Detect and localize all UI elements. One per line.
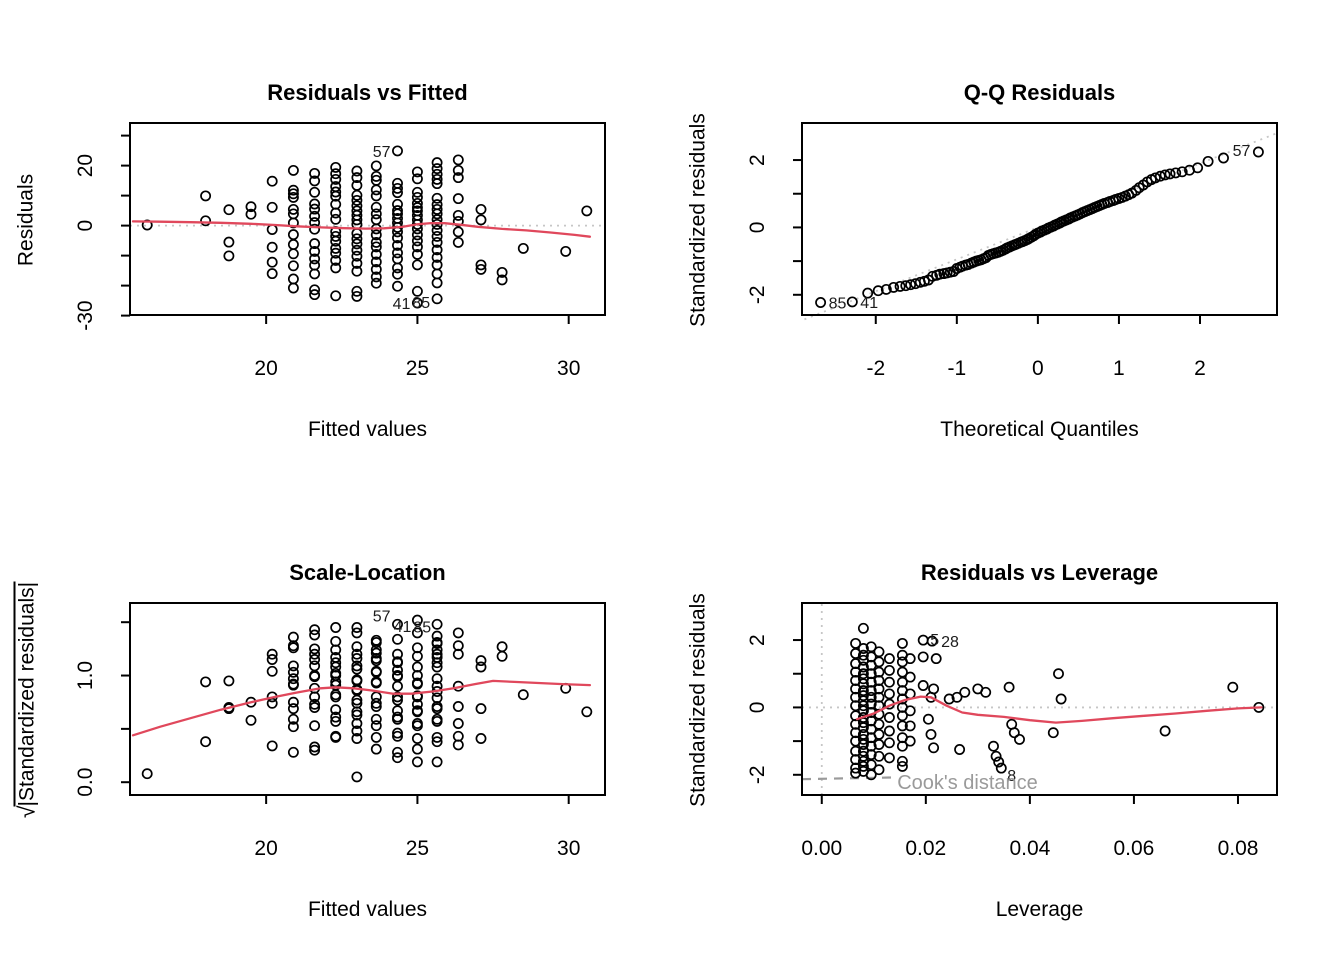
svg-text:8: 8	[1007, 768, 1016, 785]
point-labels: 5 28 8	[930, 632, 1016, 785]
axes	[121, 134, 570, 324]
svg-text:20: 20	[254, 357, 277, 380]
svg-text:-1: -1	[947, 357, 966, 380]
axes	[121, 621, 570, 804]
svg-text:85: 85	[413, 619, 431, 636]
x-axis-label-fitted-values: Fitted values	[307, 418, 428, 441]
panel-title-residuals-vs-leverage: Residuals vs Leverage	[920, 560, 1159, 585]
svg-text:41: 41	[393, 296, 411, 313]
svg-text:0: 0	[74, 220, 97, 232]
point-labels: 85 41 57	[829, 143, 1251, 313]
svg-text:0: 0	[746, 222, 769, 234]
tick-labels: -2 -1 0 1 2 -2 0 2	[746, 154, 1206, 380]
plot-frame	[801, 602, 1278, 796]
scatter-points	[850, 622, 1265, 781]
y-axis-label-sqrt-standardized-residuals: √ |Standardized residuals|	[13, 581, 40, 819]
svg-text:1.0: 1.0	[74, 661, 97, 690]
svg-text:57: 57	[1233, 143, 1251, 160]
plot-frame	[801, 122, 1278, 316]
svg-text:-2: -2	[746, 285, 769, 304]
svg-text:20: 20	[74, 154, 97, 177]
panel-title-residuals-vs-fitted: Residuals vs Fitted	[267, 80, 468, 105]
svg-text:1: 1	[1113, 357, 1125, 380]
residuals-vs-fitted-plot-area: 57 41 85 20 25 30 -30 0 20	[74, 122, 606, 380]
panel-residuals-vs-leverage: 5 28 8 Cook's distance 0.00 0.02 0.04 0.06 0.08 -…	[672, 480, 1344, 960]
panel-residuals-vs-fitted: 57 41 85 20 25 30 -30 0 20 Residuals vs Fitted F…	[0, 0, 672, 480]
svg-text:85: 85	[412, 295, 430, 312]
panel-title-scale-location: Scale-Location	[289, 560, 446, 585]
tick-labels: 20 25 30 0.0 1.0	[74, 661, 580, 860]
x-axis-label-leverage: Leverage	[995, 898, 1084, 921]
svg-text:2: 2	[746, 154, 769, 166]
x-axis-label-theoretical-quantiles: Theoretical Quantiles	[940, 418, 1139, 441]
panel-title-qq-residuals: Q-Q Residuals	[963, 80, 1116, 105]
svg-text:0.00: 0.00	[801, 837, 842, 860]
y-axis-label-standardized-residuals: Standardized residuals	[686, 113, 710, 327]
x-axis-label-fitted-values-2: Fitted values	[307, 898, 428, 921]
svg-text:5: 5	[930, 632, 939, 649]
svg-text:28: 28	[941, 634, 959, 651]
svg-text:0.06: 0.06	[1113, 837, 1154, 860]
svg-text:85: 85	[829, 296, 847, 313]
svg-text:2: 2	[746, 634, 769, 646]
svg-text:0: 0	[1032, 357, 1044, 380]
smooth-line	[131, 679, 592, 737]
qq-residuals-plot-area: 85 41 57 -2 -1 0 1 2 -2 0 2	[746, 122, 1278, 380]
smooth-line	[131, 220, 592, 238]
reference-lines	[801, 603, 1277, 795]
svg-text:-30: -30	[74, 300, 97, 330]
svg-text:20: 20	[254, 837, 277, 860]
svg-text:-2: -2	[866, 357, 885, 380]
panel-scale-location: 57 41 85 20 25 30 0.0 1.0 Scale-Location Fitted…	[0, 480, 672, 960]
y-axis-label-residuals: Residuals	[14, 173, 38, 267]
cooks-distance-annotation: Cook's distance	[897, 772, 1038, 794]
scatter-points	[141, 614, 593, 783]
tick-labels: 0.00 0.02 0.04 0.06 0.08 -2 0 2	[746, 634, 1258, 860]
panel-qq-residuals: 85 41 57 -2 -1 0 1 2 -2 0 2 Q-Q Residuals Theoreti…	[672, 0, 1344, 480]
svg-text:0.0: 0.0	[74, 768, 97, 797]
svg-text:0.02: 0.02	[905, 837, 946, 860]
axes	[793, 159, 1201, 324]
plot-frame	[129, 602, 606, 796]
svg-text:30: 30	[557, 837, 580, 860]
svg-text:41: 41	[860, 295, 878, 312]
svg-text:30: 30	[557, 357, 580, 380]
axes	[793, 639, 1239, 804]
svg-text:57: 57	[373, 144, 391, 161]
tick-labels: 20 25 30 -30 0 20	[74, 154, 580, 380]
svg-text:0.04: 0.04	[1009, 837, 1050, 860]
scatter-points	[815, 146, 1264, 308]
svg-text:-2: -2	[746, 765, 769, 784]
svg-text:41: 41	[394, 619, 412, 636]
svg-text:2: 2	[1194, 357, 1206, 380]
y-axis-label-standardized-residuals-2: Standardized residuals	[686, 593, 710, 807]
scatter-points	[141, 145, 593, 309]
svg-text:57: 57	[373, 608, 391, 625]
point-labels: 57 41 85	[373, 144, 430, 313]
svg-text:0: 0	[746, 702, 769, 714]
plot-frame	[129, 122, 606, 316]
smooth-line	[855, 695, 1263, 724]
svg-text:0.08: 0.08	[1218, 837, 1259, 860]
svg-text:25: 25	[406, 357, 429, 380]
sqrt-symbol: √	[13, 805, 39, 819]
svg-text:25: 25	[406, 837, 429, 860]
